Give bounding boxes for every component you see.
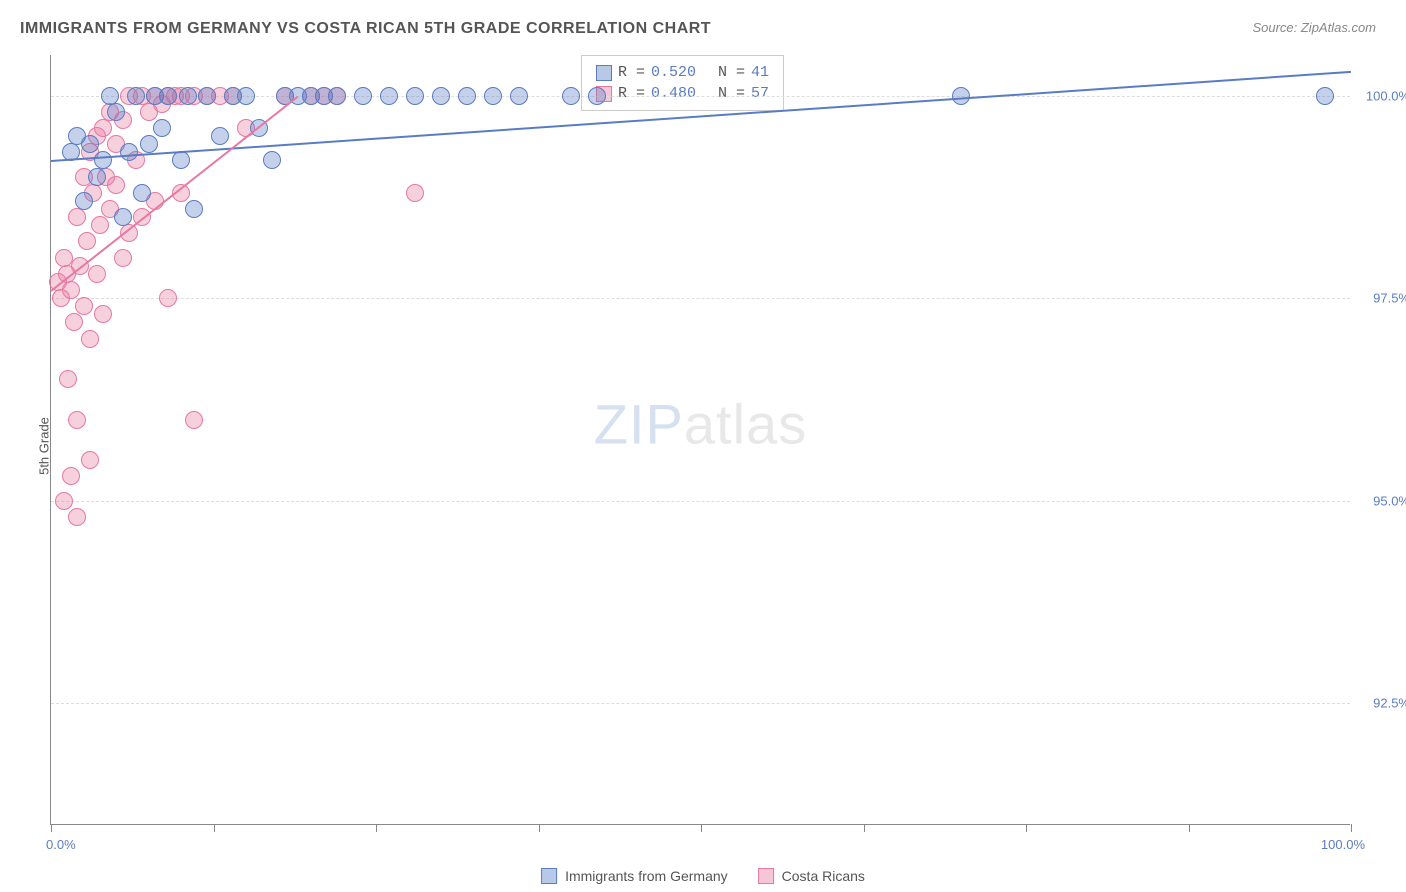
germany-marker: [94, 151, 112, 169]
y-tick-label: 97.5%: [1373, 291, 1406, 306]
x-axis-max-label: 100.0%: [1321, 837, 1365, 852]
r-label: R =: [618, 85, 645, 102]
n-value: 41: [751, 64, 769, 81]
germany-swatch-icon: [596, 65, 612, 81]
germany-marker: [588, 87, 606, 105]
r-value: 0.480: [651, 85, 696, 102]
x-tick: [376, 824, 377, 832]
x-axis-min-label: 0.0%: [46, 837, 76, 852]
costa_rican-marker: [68, 508, 86, 526]
costa_rican-marker: [159, 289, 177, 307]
x-tick: [701, 824, 702, 832]
legend-label: Costa Ricans: [782, 868, 865, 884]
costa_rican-marker: [75, 297, 93, 315]
germany-marker: [133, 184, 151, 202]
x-tick: [1026, 824, 1027, 832]
y-tick-label: 100.0%: [1366, 88, 1406, 103]
germany-marker: [328, 87, 346, 105]
n-label: N =: [718, 64, 745, 81]
germany-marker: [179, 87, 197, 105]
costa_rican-marker: [55, 492, 73, 510]
n-value: 57: [751, 85, 769, 102]
x-tick: [539, 824, 540, 832]
plot-area: ZIPatlas 0.0% 100.0% R = 0.520N = 41R = …: [50, 55, 1350, 825]
watermark-atlas: atlas: [684, 393, 807, 456]
germany-marker: [432, 87, 450, 105]
costa_rican-marker: [78, 232, 96, 250]
chart-title: IMMIGRANTS FROM GERMANY VS COSTA RICAN 5…: [20, 20, 711, 38]
germany-marker: [237, 87, 255, 105]
gridline: [51, 298, 1350, 299]
x-tick: [214, 824, 215, 832]
germany-marker: [88, 168, 106, 186]
costa_rican-marker: [114, 249, 132, 267]
germany-marker: [458, 87, 476, 105]
costa_rican-marker: [88, 265, 106, 283]
watermark-zip: ZIP: [594, 393, 684, 456]
stats-box: R = 0.520 N = 41 R = 0.480 N = 57: [581, 55, 784, 111]
chart-container: IMMIGRANTS FROM GERMANY VS COSTA RICAN 5…: [0, 0, 1406, 892]
costa_rican-legend-swatch-icon: [758, 868, 774, 884]
germany-legend-swatch-icon: [541, 868, 557, 884]
germany-marker: [380, 87, 398, 105]
germany-marker: [185, 200, 203, 218]
germany-marker: [484, 87, 502, 105]
costa_rican-marker: [107, 176, 125, 194]
germany-marker: [263, 151, 281, 169]
source-attribution: Source: ZipAtlas.com: [1252, 20, 1376, 35]
r-value: 0.520: [651, 64, 696, 81]
costa_rican-marker: [62, 467, 80, 485]
costa_rican-marker: [81, 451, 99, 469]
legend-item-costa_rican: Costa Ricans: [758, 868, 865, 884]
gridline: [51, 703, 1350, 704]
stats-row-germany: R = 0.520 N = 41: [596, 62, 769, 83]
germany-marker: [159, 87, 177, 105]
gridline: [51, 501, 1350, 502]
costa_rican-marker: [406, 184, 424, 202]
germany-marker: [952, 87, 970, 105]
costa_rican-marker: [81, 330, 99, 348]
costa_rican-marker: [68, 411, 86, 429]
germany-marker: [153, 119, 171, 137]
germany-marker: [198, 87, 216, 105]
costa_rican-marker: [59, 370, 77, 388]
germany-marker: [127, 87, 145, 105]
germany-marker: [114, 208, 132, 226]
germany-marker: [562, 87, 580, 105]
costa_rican-marker: [94, 119, 112, 137]
germany-marker: [140, 135, 158, 153]
germany-marker: [172, 151, 190, 169]
r-label: R =: [618, 64, 645, 81]
x-tick: [1189, 824, 1190, 832]
stats-row-costa_rican: R = 0.480 N = 57: [596, 83, 769, 104]
germany-marker: [406, 87, 424, 105]
watermark: ZIPatlas: [594, 392, 807, 457]
x-tick: [51, 824, 52, 832]
costa_rican-marker: [91, 216, 109, 234]
x-tick: [1351, 824, 1352, 832]
n-label: N =: [718, 85, 745, 102]
germany-marker: [211, 127, 229, 145]
costa_rican-marker: [94, 305, 112, 323]
germany-marker: [1316, 87, 1334, 105]
germany-marker: [354, 87, 372, 105]
costa_rican-marker: [68, 208, 86, 226]
y-tick-label: 92.5%: [1373, 696, 1406, 711]
y-tick-label: 95.0%: [1373, 493, 1406, 508]
germany-marker: [107, 103, 125, 121]
germany-marker: [120, 143, 138, 161]
germany-marker: [510, 87, 528, 105]
x-tick: [864, 824, 865, 832]
germany-marker: [75, 192, 93, 210]
costa_rican-marker: [65, 313, 83, 331]
costa_rican-marker: [62, 281, 80, 299]
legend: Immigrants from Germany Costa Ricans: [541, 868, 865, 884]
legend-item-germany: Immigrants from Germany: [541, 868, 728, 884]
legend-label: Immigrants from Germany: [565, 868, 728, 884]
costa_rican-marker: [185, 411, 203, 429]
germany-marker: [81, 135, 99, 153]
